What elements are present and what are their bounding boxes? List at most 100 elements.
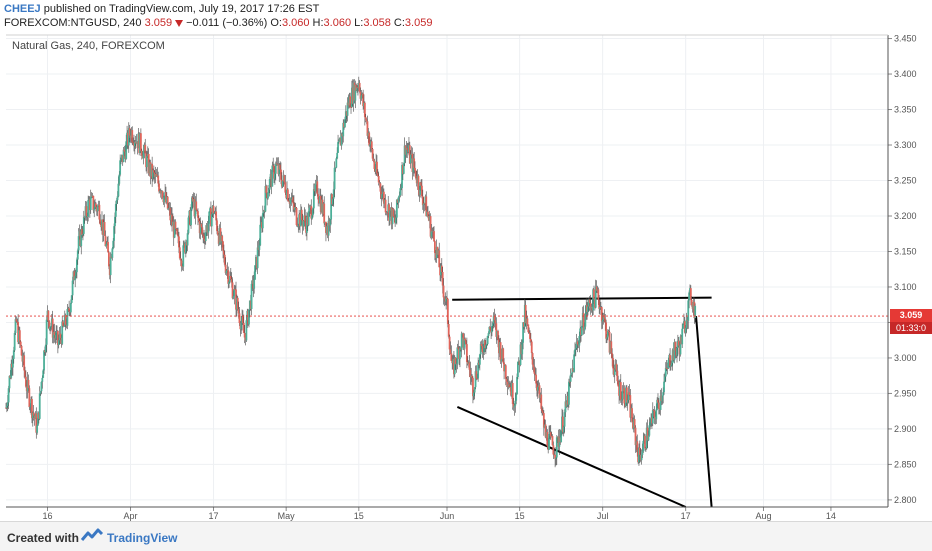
candle-down <box>103 222 106 236</box>
candle-down <box>603 314 606 319</box>
candle-up <box>687 300 690 321</box>
candle-down <box>442 285 445 298</box>
candle-down <box>28 388 31 408</box>
candle-down <box>554 454 556 459</box>
candle-down <box>392 208 395 217</box>
candle-up <box>599 307 601 309</box>
candle-down <box>508 384 511 388</box>
candle-down <box>414 170 417 179</box>
candle-up <box>256 247 259 269</box>
x-tick-label: 15 <box>354 511 364 521</box>
candle-down <box>646 427 649 441</box>
trendline <box>695 315 713 508</box>
candle-up <box>515 394 518 401</box>
tradingview-brand[interactable]: TradingView <box>107 531 178 545</box>
candle-down <box>171 214 173 226</box>
candle-up <box>463 338 466 348</box>
candle-down <box>317 194 320 200</box>
candle-up <box>664 376 666 382</box>
candle-up <box>302 221 305 227</box>
candle-down <box>223 254 226 265</box>
candle-up <box>455 363 458 365</box>
author-name[interactable]: CHEEJ <box>4 3 41 15</box>
candle-up <box>662 392 665 396</box>
candle-down <box>242 316 244 324</box>
candle-down <box>376 161 378 174</box>
candle-down <box>73 271 76 280</box>
candle-up <box>400 188 403 189</box>
candle-up <box>37 412 39 426</box>
candle-up <box>307 211 310 226</box>
candle-down <box>633 419 636 428</box>
candle-up <box>389 210 391 221</box>
candle-up <box>395 199 398 218</box>
candle-down <box>229 275 232 280</box>
candle-down <box>502 348 505 363</box>
candle-down <box>169 208 172 221</box>
candle-down <box>529 332 531 339</box>
candle-down <box>95 203 97 208</box>
candle-up <box>560 431 563 443</box>
candle-down <box>447 323 450 337</box>
candle-up <box>14 319 17 333</box>
candle-down <box>421 185 423 197</box>
candle-up <box>459 348 461 360</box>
candle-down <box>238 313 241 324</box>
candle-up <box>61 321 64 344</box>
candle-down <box>128 128 131 136</box>
candle-down <box>481 346 484 352</box>
candle-up <box>45 319 48 345</box>
candle-up <box>514 400 517 406</box>
candle-up <box>684 327 687 333</box>
candle-up <box>395 217 397 224</box>
candle-down <box>161 191 164 198</box>
candle-down <box>441 272 444 286</box>
x-tick-label: 17 <box>209 511 219 521</box>
down-arrow-icon <box>175 19 184 27</box>
candle-down <box>284 182 287 193</box>
candle-up <box>655 409 658 420</box>
candle-down <box>408 145 411 164</box>
candle-up <box>111 248 114 258</box>
candle-up <box>38 393 41 419</box>
candle-up <box>314 184 317 192</box>
header: CHEEJ published on TradingView.com, July… <box>0 0 932 34</box>
candle-up <box>516 377 518 395</box>
candle-down <box>24 376 27 387</box>
candle-down <box>448 336 451 350</box>
candle-down <box>85 206 88 216</box>
candle-up <box>405 147 408 155</box>
candle-up <box>487 333 490 336</box>
candle-up <box>122 149 125 163</box>
candle-down <box>433 231 435 242</box>
candle-up <box>663 381 665 393</box>
candle-up <box>254 265 256 280</box>
candle-down <box>546 431 549 447</box>
candle-up <box>66 309 69 326</box>
candle-up <box>112 240 115 249</box>
candle-down <box>495 323 498 337</box>
candle-down <box>158 183 160 192</box>
candle-up <box>664 367 667 377</box>
candle-up <box>240 322 243 330</box>
candle-down <box>506 381 509 387</box>
candle-up <box>93 208 96 211</box>
candle-up <box>49 326 51 329</box>
candle-up <box>44 344 47 353</box>
candle-up <box>267 189 270 194</box>
candle-down <box>98 204 101 220</box>
candle-up <box>199 223 202 234</box>
candle-up <box>289 199 292 204</box>
candle-down <box>279 164 282 170</box>
candle-up <box>191 197 193 210</box>
candle-down <box>413 158 416 168</box>
y-tick-label: 2.950 <box>894 388 917 398</box>
candle-up <box>445 297 448 302</box>
candle-down <box>471 375 473 378</box>
candle-down <box>505 378 508 382</box>
close-value: 3.059 <box>404 17 433 29</box>
candle-down <box>155 173 158 177</box>
candle-up <box>118 174 121 184</box>
close-label: C: <box>393 17 405 29</box>
candle-down <box>104 235 107 247</box>
